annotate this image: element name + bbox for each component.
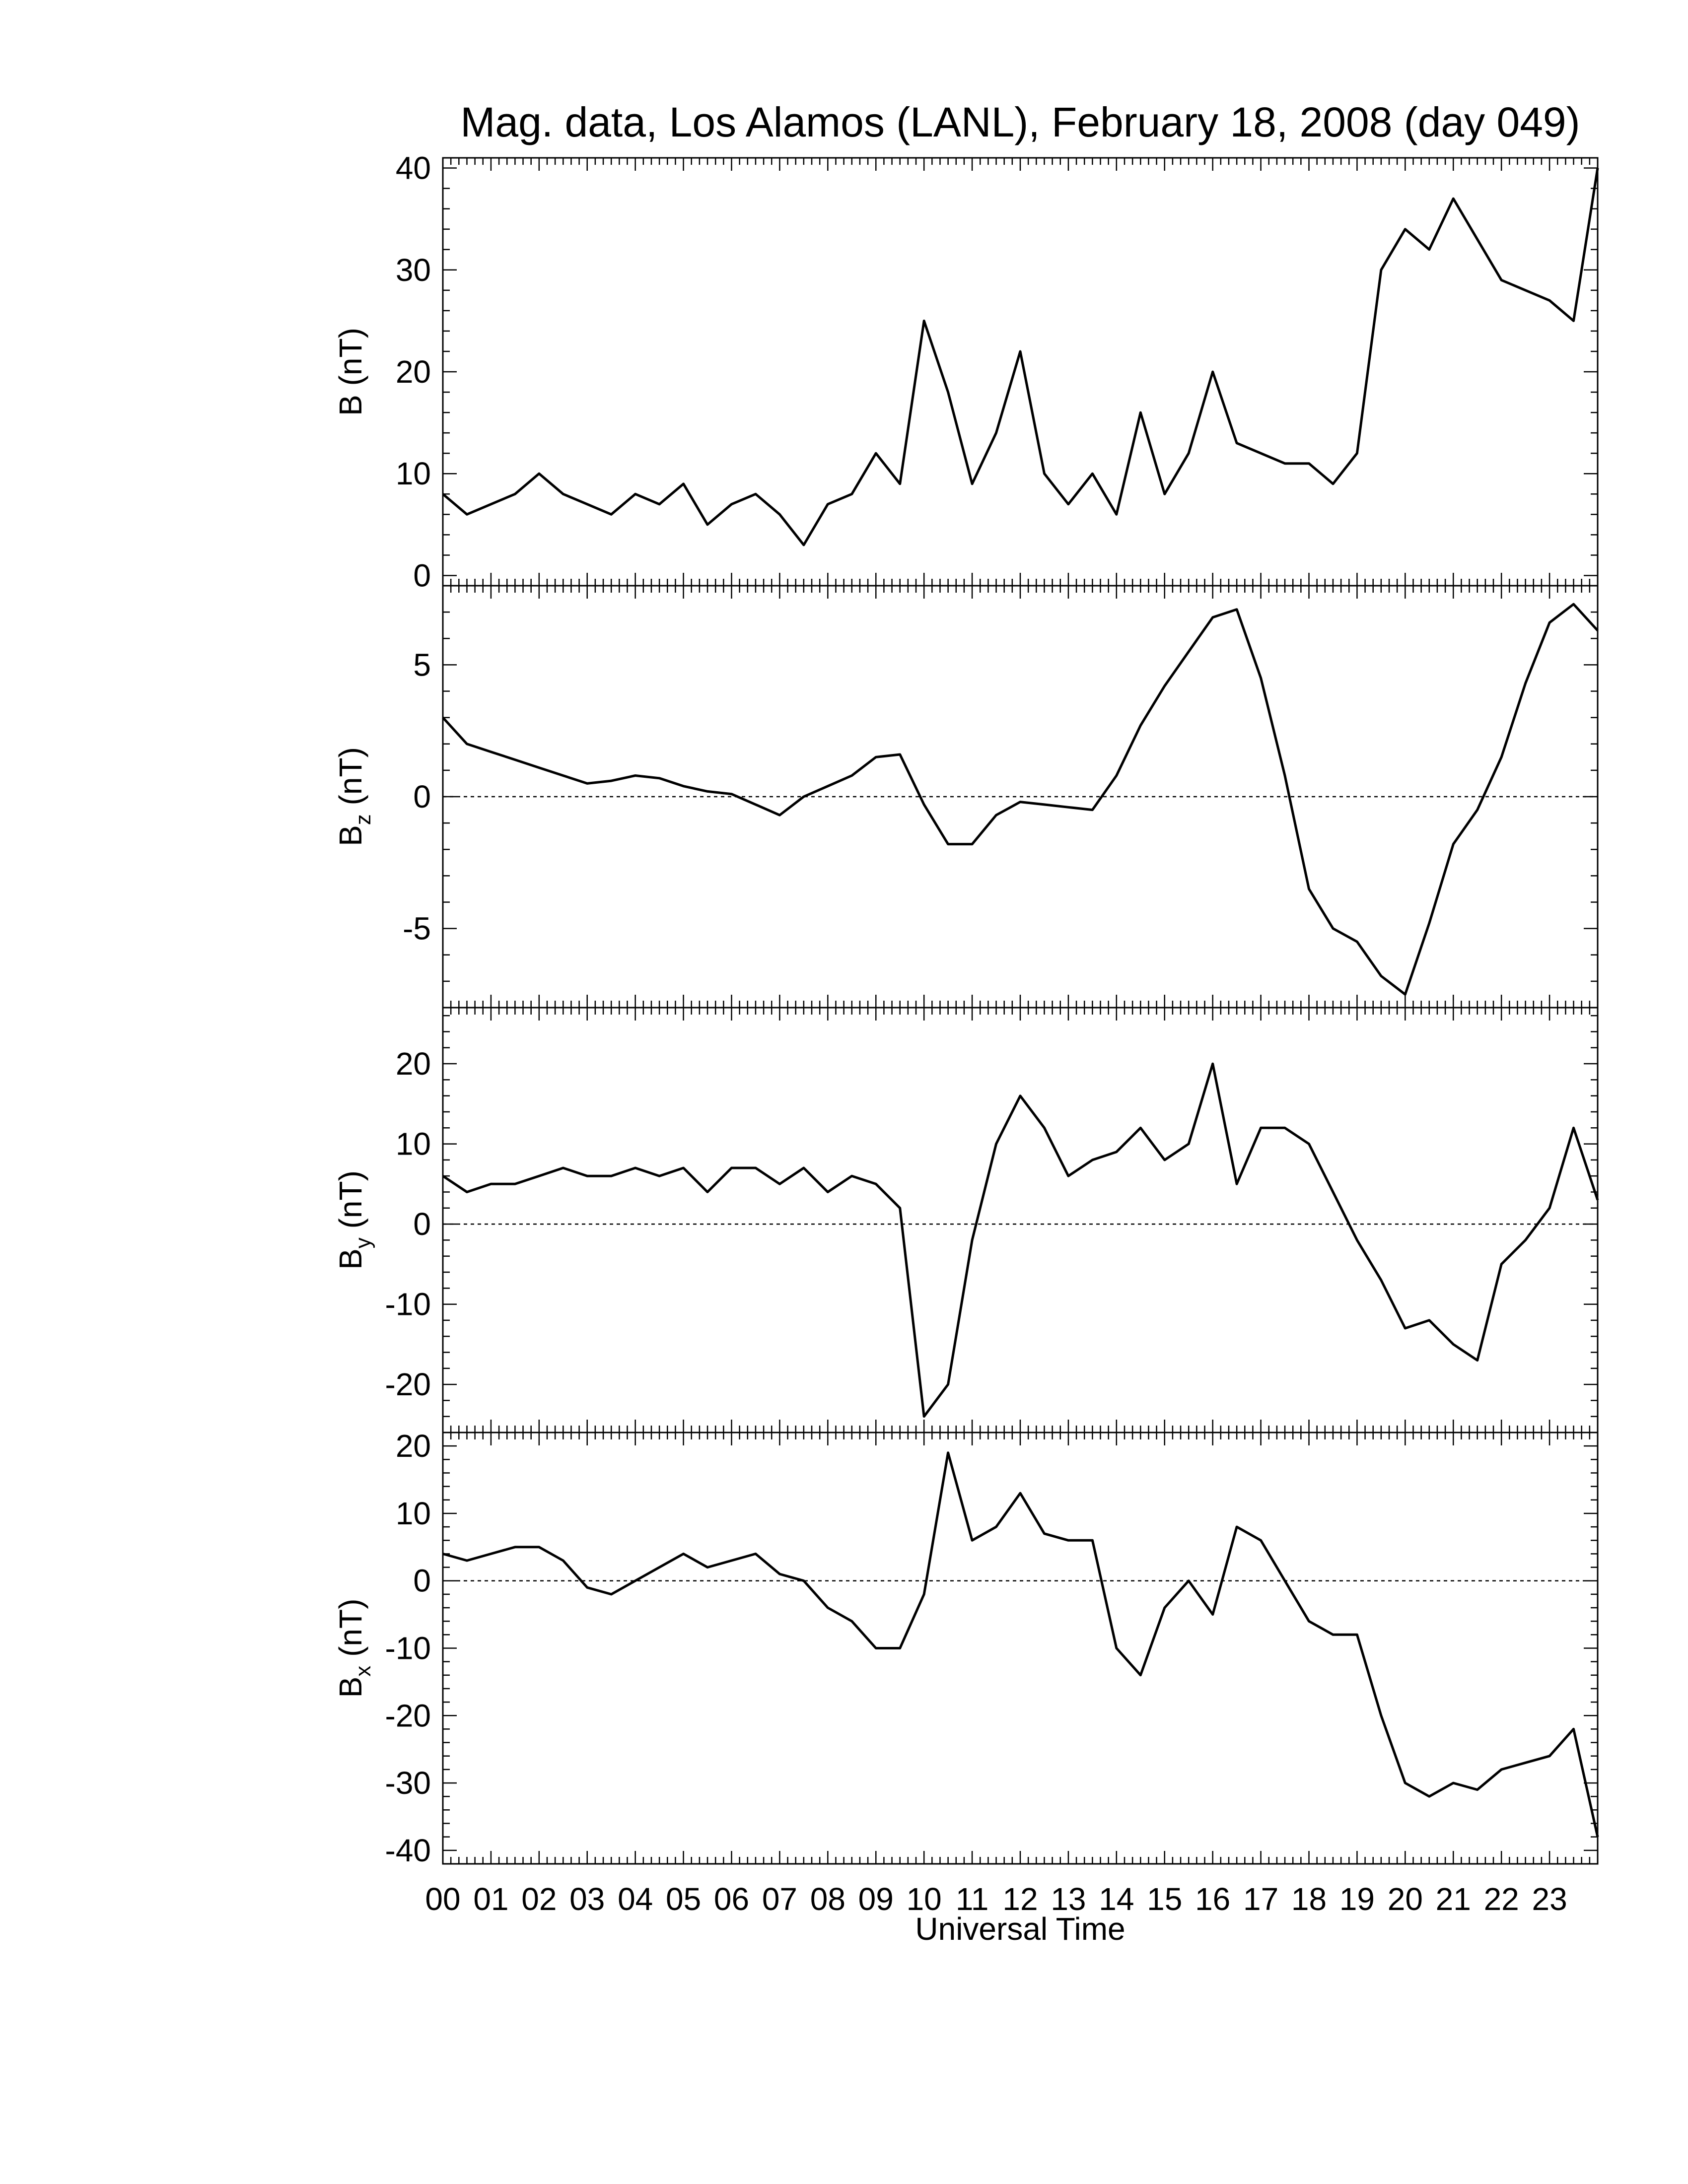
x-tick-label: 18 [1291,1881,1327,1917]
x-tick-labels: 00 01 02 03 04 05 06 07 08 09 10 11 12 13 14 15 16 17 18 19… [425,1881,1567,1917]
y-axis-label-unit: (nT) [333,1599,368,1666]
panel-Bx: -40 -30 -20 -10 0 10 20 Bx (nT) [333,1428,1599,1868]
y-tick-label: 30 [396,252,431,288]
y-tick-label: 0 [413,557,431,593]
y-tick-label: -20 [385,1698,431,1733]
y-tick-label: 40 [396,150,431,186]
y-axis-label: By (nT) [333,1170,375,1270]
x-tick-label: 03 [569,1881,605,1917]
x-axis-label: Universal Time [915,1911,1125,1947]
panel-B: 0 10 20 30 40 B (nT) [333,150,1599,593]
y-tick-label: 0 [413,779,431,815]
y-axis-label-unit: (nT) [333,747,368,814]
y-axis-label-subscript: x [351,1666,375,1677]
x-tick-label: 13 [1051,1881,1086,1917]
x-tick-label: 06 [714,1881,749,1917]
x-tick-label: 00 [425,1881,460,1917]
y-axis-label-main: B [333,1248,368,1270]
x-tick-label: 11 [956,1881,988,1917]
y-axis-label: Bx (nT) [333,1599,375,1698]
series-line-Bz [442,603,1599,996]
y-tick-label: 20 [396,1046,431,1082]
x-tick-label: 17 [1243,1881,1278,1917]
series-line-B [442,168,1599,546]
y-tick-label: -5 [403,911,431,947]
y-axis-label: Bz (nT) [333,747,375,846]
y-tick-label: -10 [385,1631,431,1666]
x-tick-label: 15 [1147,1881,1182,1917]
x-tick-label: 05 [666,1881,701,1917]
panel-frame [442,1007,1599,1433]
y-tick-label: 5 [413,647,431,682]
x-tick-label: 21 [1436,1881,1471,1917]
y-tick-label: 10 [396,1126,431,1162]
x-tick-label: 12 [1002,1881,1038,1917]
x-tick-label: 08 [810,1881,845,1917]
x-tick-label: 16 [1195,1881,1230,1917]
x-tick-label: 10 [907,1881,942,1917]
panel-frame [442,1432,1599,1865]
y-tick-label: 20 [396,354,431,390]
y-axis-label: B (nT) [333,328,368,416]
figure-title: Mag. data, Los Alamos (LANL), February 1… [460,99,1580,145]
y-axis-label-subscript: z [351,814,375,825]
y-axis-label-main: B [333,825,368,846]
x-tick-label: 07 [762,1881,797,1917]
y-tick-label: 0 [413,1206,431,1242]
panel-By: -20 -10 0 10 20 By (nT) [333,1007,1599,1433]
y-tick-label: -20 [385,1366,431,1402]
y-tick-label: 0 [413,1563,431,1599]
y-tick-label: 10 [396,456,431,491]
x-tick-label: 20 [1388,1881,1423,1917]
y-axis-label-main: B (nT) [333,328,368,416]
x-tick-label: 01 [473,1881,508,1917]
y-axis-label-subscript: y [351,1237,375,1248]
series-line-By [442,1062,1599,1418]
y-tick-label: -30 [385,1765,431,1801]
x-tick-label: 09 [858,1881,894,1917]
x-tick-label: 19 [1339,1881,1375,1917]
y-axis-label-unit: (nT) [333,1170,368,1237]
y-tick-label: -10 [385,1287,431,1322]
panel-frame [442,157,1599,587]
y-tick-label: -40 [385,1833,431,1868]
x-tick-label: 04 [618,1881,653,1917]
y-tick-label: 10 [396,1496,431,1531]
panel-Bz: -5 0 5 Bz (nT) [333,585,1599,1009]
y-tick-label: 20 [396,1428,431,1464]
x-tick-label: 22 [1484,1881,1519,1917]
panels: 0 10 20 30 40 B (nT) -5 0 5 Bz (nT) -20 -10 0 10 20 By … [333,150,1599,1868]
series-line-Bx [442,1451,1599,1838]
x-tick-label: 23 [1532,1881,1567,1917]
y-axis-label-main: B [333,1677,368,1698]
x-tick-label: 02 [521,1881,557,1917]
x-tick-label: 14 [1099,1881,1134,1917]
